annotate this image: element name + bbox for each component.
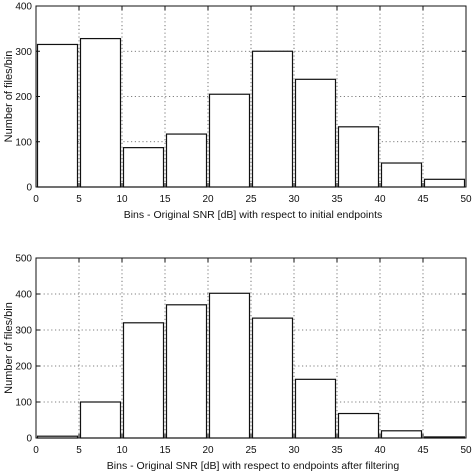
x-tick-label: 0 [33, 194, 39, 205]
bar-1 [79, 37, 122, 188]
y-tick-label: 300 [15, 326, 32, 337]
bar-0 [36, 43, 79, 188]
y-tick-label: 200 [15, 92, 32, 103]
x-tick-label: 40 [374, 194, 386, 205]
bar-1 [79, 401, 122, 439]
x-tick-label: 35 [331, 194, 343, 205]
x-tick-label: 25 [245, 194, 257, 205]
bar-7 [337, 412, 380, 439]
x-tick-label: 15 [159, 445, 171, 456]
x-tick-label: 45 [417, 194, 429, 205]
bar-5 [251, 50, 294, 188]
bar-3 [165, 304, 208, 439]
x-tick-label: 0 [33, 445, 39, 456]
x-tick-label: 20 [202, 445, 214, 456]
y-tick-label: 0 [26, 183, 32, 194]
x-tick-label: 10 [116, 445, 128, 456]
bar-6 [294, 78, 337, 188]
y-axis-label: Number of files/bin [3, 51, 15, 143]
x-tick-label: 50 [460, 194, 472, 205]
x-tick-label: 45 [417, 445, 429, 456]
bar-4 [208, 292, 251, 439]
x-tick-label: 50 [460, 445, 472, 456]
y-tick-label: 100 [15, 137, 32, 148]
x-tick-label: 25 [245, 445, 257, 456]
y-tick-label: 300 [15, 47, 32, 58]
bar-5 [251, 317, 294, 439]
bar-9 [423, 178, 466, 188]
x-tick-label: 20 [202, 194, 214, 205]
x-axis-label: Bins - Original SNR [dB] with respect to… [124, 209, 383, 221]
x-tick-label: 5 [76, 445, 82, 456]
bar-3 [165, 133, 208, 188]
bar-4 [208, 93, 251, 188]
x-tick-label: 35 [331, 445, 343, 456]
bar-2 [122, 322, 165, 439]
y-tick-label: 500 [15, 254, 32, 265]
bar-6 [294, 378, 337, 439]
x-tick-label: 15 [159, 194, 171, 205]
bar-2 [122, 147, 165, 188]
top-histogram: 0 5 10 15 20 25 30 35 40 45 50 0 100 200 300 400 Bins - … [3, 2, 472, 222]
x-tick-label: 30 [288, 445, 300, 456]
y-tick-label: 200 [15, 362, 32, 373]
x-axis-label: Bins - Original SNR [dB] with respect to… [107, 460, 400, 472]
y-tick-label: 100 [15, 398, 32, 409]
x-tick-label: 40 [374, 445, 386, 456]
x-tick-label: 10 [116, 194, 128, 205]
y-tick-label: 400 [15, 2, 32, 13]
y-tick-label: 400 [15, 290, 32, 301]
bar-7 [337, 126, 380, 188]
bar-8 [380, 162, 423, 188]
x-tick-label: 5 [76, 194, 82, 205]
y-tick-label: 0 [26, 434, 32, 445]
bar-8 [380, 430, 423, 439]
x-tick-label: 30 [288, 194, 300, 205]
bottom-histogram: 0 5 10 15 20 25 30 35 40 45 500100200300400500Bins… [3, 254, 472, 473]
y-axis-label: Number of files/bin [3, 302, 15, 394]
